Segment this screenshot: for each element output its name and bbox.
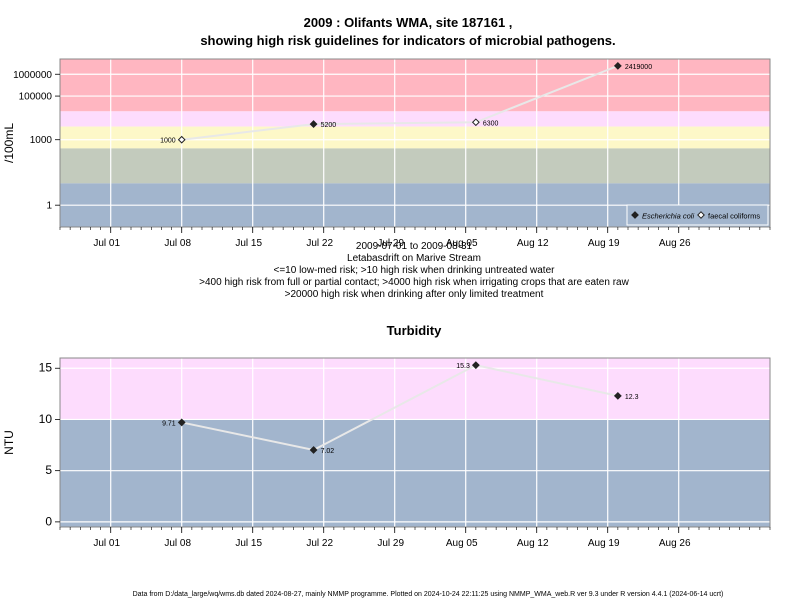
data-label: 6300	[483, 120, 499, 127]
turbidity-point	[471, 361, 480, 370]
x-tick-label: Jul 22	[306, 238, 333, 249]
turbidity-point	[309, 446, 318, 454]
x-tick-label: Aug 05	[446, 538, 478, 549]
x-tick-label: Jul 15	[235, 538, 262, 549]
series-line	[181, 64, 619, 141]
microbial-panel: Jul 01 Jul 08 Jul 15 Jul 22 Jul 29 Aug 05 Aug …	[2, 58, 771, 249]
y-tick-label: 1	[46, 201, 52, 212]
footer-note: Data from D:/data_large/wq/wms.db dated …	[133, 591, 724, 598]
y-tick-label: 15	[39, 361, 53, 375]
x-tick-label: Jul 15	[235, 238, 262, 249]
y-tick-label: 0	[45, 514, 52, 528]
x-tick-label: Jul 29	[377, 538, 404, 549]
data-label: 15.3	[456, 363, 470, 370]
location-label: Letabasdrift on Marive Stream	[347, 253, 481, 264]
faecal-coliform-point	[177, 135, 186, 144]
x-tick-label: Aug 05	[446, 238, 478, 249]
guideline-note-2: >400 high risk from full or partial cont…	[199, 277, 629, 288]
turbidity-point	[613, 391, 622, 400]
y-tick-label: 5	[45, 463, 52, 477]
risk-band-4	[60, 148, 770, 184]
guideline-note-3: >20000 high risk when drinking after onl…	[285, 289, 544, 300]
data-label: 12.3	[625, 394, 639, 401]
y-tick-label: 1000	[30, 135, 53, 146]
legend: Escherichia coli faecal coliforms	[626, 204, 769, 226]
data-label: 7.02	[321, 448, 335, 455]
x-tick-label: Jul 29	[377, 238, 404, 249]
faecal-coliform-point	[471, 118, 480, 127]
risk-band-3	[60, 126, 770, 149]
x-tick-label: Jul 08	[164, 238, 191, 249]
y-tick-label: 1000000	[13, 70, 52, 81]
risk-band-1	[60, 358, 770, 420]
data-label: 9.71	[162, 420, 176, 427]
guideline-note-1: <=10 low-med risk; >10 high risk when dr…	[274, 265, 556, 276]
risk-band-2	[60, 111, 770, 127]
y-axis-label: /100mL	[2, 123, 16, 163]
x-tick-label: Aug 12	[517, 238, 549, 249]
x-tick-label: Jul 22	[306, 538, 333, 549]
data-label: 1000	[160, 138, 176, 145]
y-tick-label: 10	[39, 412, 53, 426]
turbidity-point	[177, 418, 186, 427]
data-label: 2419000	[625, 64, 652, 71]
x-tick-label: Aug 19	[588, 538, 620, 549]
x-tick-label: Aug 26	[659, 538, 691, 549]
risk-band-1	[60, 59, 770, 112]
data-label: 5200	[321, 122, 337, 129]
ecoli-point	[613, 61, 622, 70]
x-tick-label: Jul 01	[93, 238, 120, 249]
x-tick-label: Aug 26	[659, 238, 691, 249]
turbidity-panel: Jul 01 Jul 08 Jul 15 Jul 22 Jul 29 Aug 05 Aug …	[2, 357, 771, 549]
chart-title-line2: showing high risk guidelines for indicat…	[200, 33, 615, 48]
y-axis-label: NTU	[2, 430, 16, 455]
period-label: 2009-07-01 to 2009-08-31	[356, 241, 473, 252]
risk-band-2	[60, 419, 770, 527]
x-tick-label: Jul 01	[93, 538, 120, 549]
x-tick-label: Aug 19	[588, 238, 620, 249]
ecoli-point	[309, 120, 318, 128]
series-line	[181, 364, 619, 452]
x-tick-label: Jul 08	[164, 538, 191, 549]
legend-ecoli-marker	[631, 211, 639, 219]
legend-ecoli-label: Escherichia coli	[642, 212, 694, 221]
x-tick-label: Aug 12	[517, 538, 549, 549]
turbidity-title: Turbidity	[387, 323, 442, 338]
legend-faecal-label: faecal coliforms	[708, 212, 760, 221]
legend-faecal-marker	[697, 211, 705, 219]
chart-title-line1: 2009 : Olifants WMA, site 187161 ,	[304, 15, 513, 30]
y-tick-label: 100000	[19, 92, 53, 103]
